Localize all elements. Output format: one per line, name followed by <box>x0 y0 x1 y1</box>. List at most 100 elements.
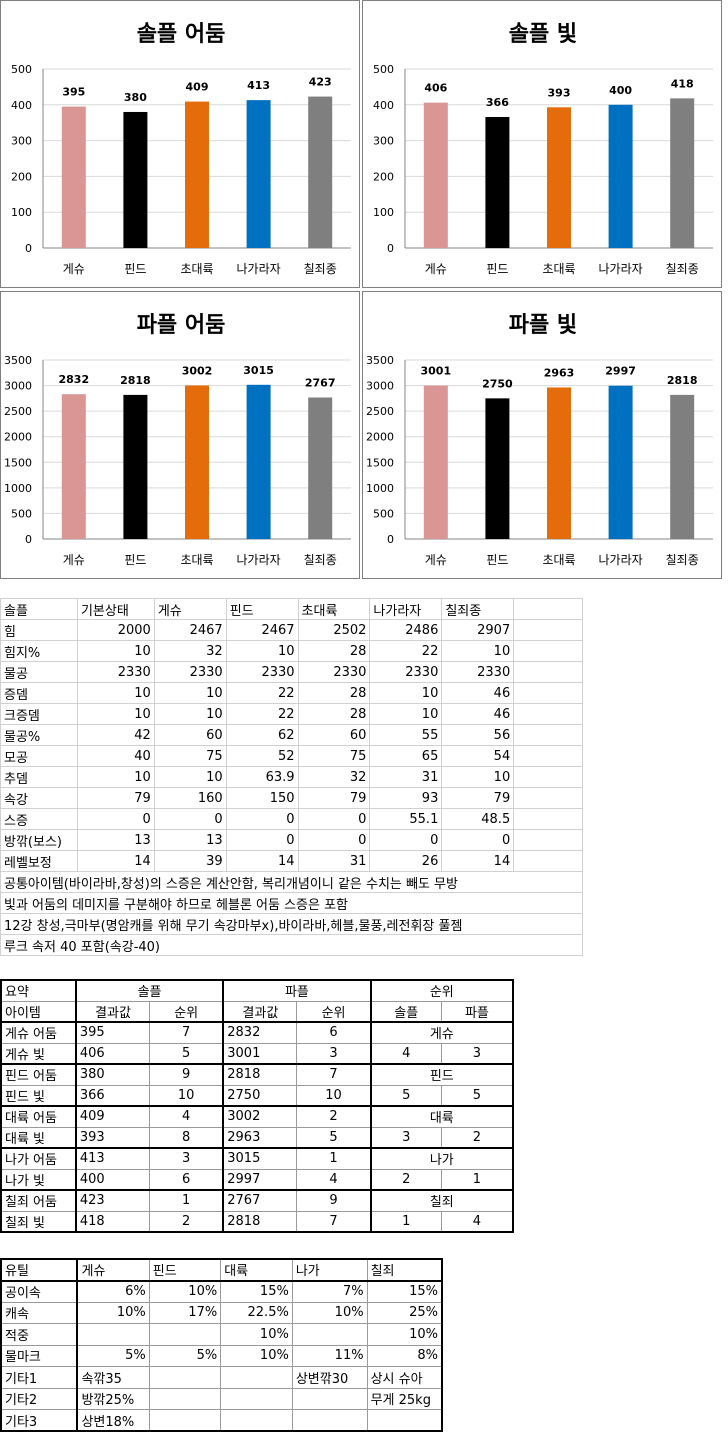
bar <box>185 101 209 248</box>
table-cell: 순위 <box>149 1000 225 1023</box>
table-cell: 나가 어둠 <box>0 1147 77 1170</box>
table-cell: 413 <box>75 1147 151 1170</box>
data-label: 2818 <box>667 374 698 387</box>
table-cell: 2330 <box>153 661 227 683</box>
table-cell: 물공 <box>0 661 78 683</box>
bar <box>123 111 148 249</box>
note-row: 공통아이템(바이라바,창성)의 스증은 계산안함, 복리개념이니 같은 수치는 … <box>0 871 583 893</box>
table-cell: 상변깎30 <box>291 1366 368 1389</box>
table-cell: 3 <box>370 1126 442 1149</box>
table-row: 기타3 상변18% <box>0 1409 443 1432</box>
bar <box>485 116 510 248</box>
data-label: 395 <box>62 86 85 99</box>
table-cell: 423 <box>75 1189 151 1212</box>
table-cell: 150 <box>225 787 299 809</box>
y-tick-label: 1500 <box>4 456 32 469</box>
y-tick-label: 3500 <box>4 354 32 367</box>
bar <box>547 107 571 248</box>
x-tick-label: 칠죄종 <box>666 262 699 276</box>
table-row: 물마크 5% 5% 10% 11% 8% <box>0 1344 443 1367</box>
x-tick-label: 초대륙 <box>542 553 575 567</box>
table-cell: 핀드 <box>148 1258 222 1282</box>
table-row: 속강 79 160 150 79 93 79 <box>0 787 583 809</box>
bar <box>246 384 271 539</box>
bar <box>670 98 695 248</box>
y-tick-label: 3000 <box>366 380 394 393</box>
chart-title: 솔플 어둠 <box>137 22 226 47</box>
table-cell: 2467 <box>225 619 299 641</box>
bar <box>308 96 333 248</box>
table-cell: 솔플 <box>370 1000 442 1023</box>
table-cell: 추뎀 <box>0 766 78 788</box>
table-cell <box>513 619 583 641</box>
table-cell: 48.5 <box>441 808 515 830</box>
x-tick-label: 칠죄종 <box>304 553 337 567</box>
table-cell: 기타2 <box>0 1387 79 1410</box>
table-cell: 2818 <box>222 1210 298 1233</box>
note-row: 루크 속저 40 포함(속강-40) <box>0 934 583 956</box>
table-cell: 0 <box>225 808 299 830</box>
table-cell: 방깎25% <box>76 1387 150 1410</box>
table-cell: 366 <box>75 1084 151 1107</box>
table-cell: 55.1 <box>369 808 443 830</box>
table-cell: 0 <box>297 829 371 851</box>
table-cell: 10% <box>291 1301 368 1324</box>
table-row: 크증뎀 10 10 22 28 10 46 <box>0 703 583 725</box>
table-cell <box>513 787 583 809</box>
data-label: 400 <box>609 84 632 97</box>
table-cell: 6 <box>296 1021 372 1044</box>
table-cell <box>513 682 583 704</box>
bar <box>308 397 333 539</box>
table-cell: 10 <box>153 682 227 704</box>
data-label: 2750 <box>482 377 513 390</box>
table-cell: 0 <box>153 808 227 830</box>
y-tick-label: 100 <box>11 206 32 219</box>
x-tick-label: 칠죄종 <box>666 553 699 567</box>
y-tick-label: 400 <box>11 99 32 112</box>
table-cell: 모공 <box>0 745 78 767</box>
x-tick-label: 핀드 <box>124 553 146 567</box>
y-tick-label: 1000 <box>366 482 394 495</box>
table-cell: 2 <box>149 1210 225 1233</box>
x-tick-label: 나가라자 <box>237 262 281 276</box>
chart-party-light: 파플 빛 0 500 1000 1500 2000 2500 3000 3500 3001 게슈 27… <box>362 291 722 579</box>
x-tick-label: 초대륙 <box>180 262 213 276</box>
bar <box>61 394 86 539</box>
table-cell: 22 <box>369 640 443 662</box>
summary-table: 요약 솔플 파플 순위 아이템 결과값 순위 결과값 순위 솔플 파플 게슈 어둠 395 7 2832 6 게… <box>0 979 514 1233</box>
y-tick-label: 300 <box>11 135 32 148</box>
table-cell <box>148 1366 222 1389</box>
chart-title: 파플 어둠 <box>137 313 226 338</box>
table-cell <box>291 1387 368 1410</box>
table-cell: 5 <box>370 1084 442 1107</box>
y-tick-label: 1000 <box>4 482 32 495</box>
table-cell: 2330 <box>76 661 155 683</box>
table-cell: 스증 <box>0 808 78 830</box>
table-cell: 14 <box>225 850 299 872</box>
table-cell: 게슈 <box>370 1021 514 1044</box>
bar <box>246 100 271 249</box>
table-cell: 3015 <box>222 1147 298 1170</box>
x-tick-label: 나가라자 <box>599 262 643 276</box>
table-cell: 순위 <box>296 1000 372 1023</box>
table-header-row: 아이템 결과값 순위 결과값 순위 솔플 파플 <box>0 1000 514 1023</box>
table-cell: 결과값 <box>75 1000 151 1023</box>
x-tick-label: 게슈 <box>63 262 85 276</box>
table-cell: 대륙 빛 <box>0 1126 77 1149</box>
table-cell: 5% <box>148 1344 222 1367</box>
table-cell: 31 <box>297 850 371 872</box>
table-row: 레벨보정 14 39 14 31 26 14 <box>0 850 583 872</box>
table-cell: 10 <box>153 766 227 788</box>
table-row: 모공 40 75 52 75 65 54 <box>0 745 583 767</box>
table-cell: 칠죄 <box>370 1189 514 1212</box>
table-cell: 10 <box>153 703 227 725</box>
table-cell: 10 <box>76 766 155 788</box>
data-label: 409 <box>186 81 209 94</box>
table-cell: 속강 <box>0 787 78 809</box>
table-cell: 1 <box>440 1168 514 1191</box>
y-tick-label: 1500 <box>366 456 394 469</box>
table-cell: 칠죄 빛 <box>0 1210 77 1233</box>
table-cell: 나가라자 <box>369 598 443 620</box>
table-cell: 40 <box>76 745 155 767</box>
table-cell: 4 <box>149 1105 225 1128</box>
